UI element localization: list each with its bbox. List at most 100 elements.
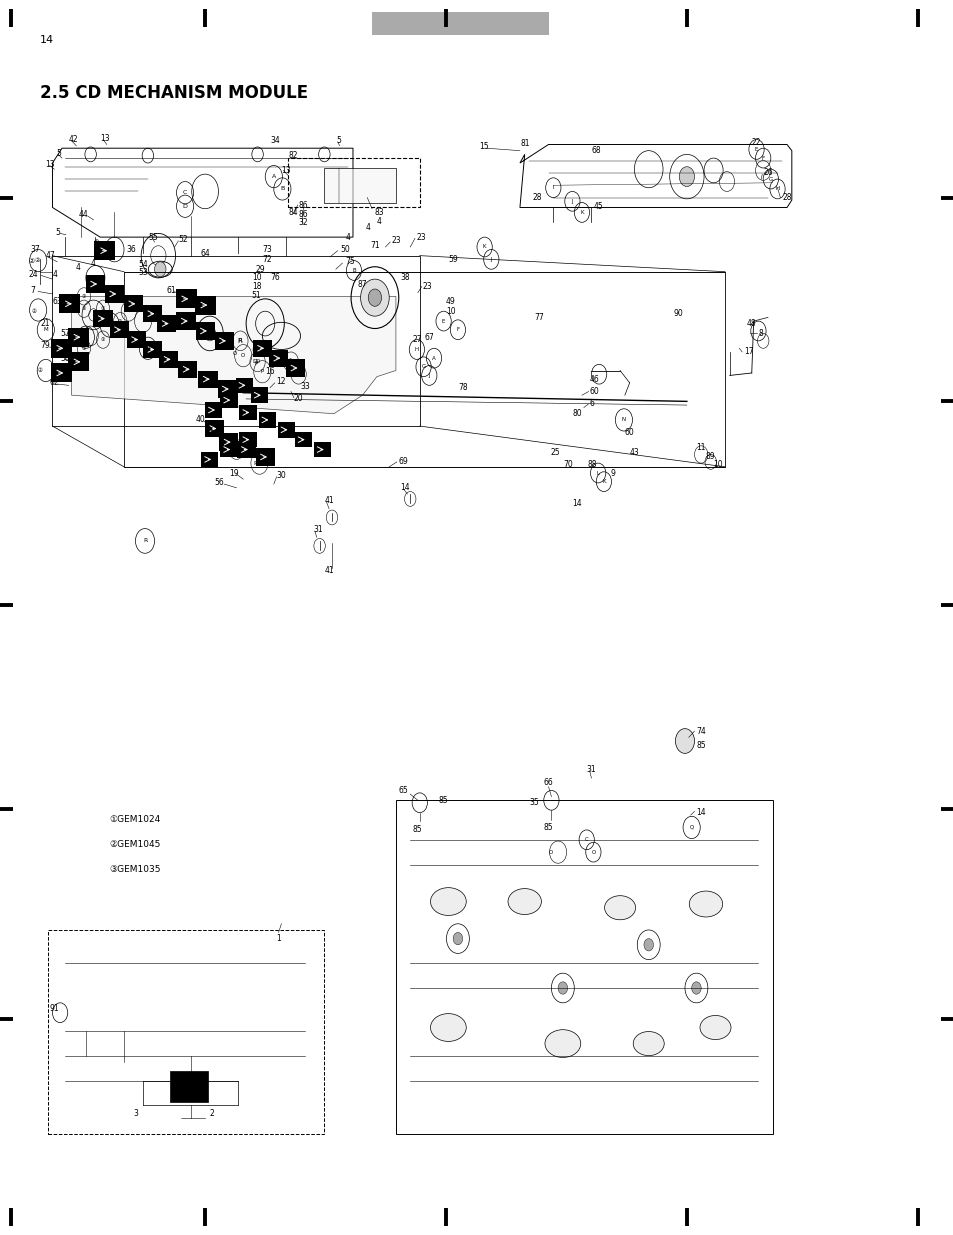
Bar <box>110 321 129 338</box>
Text: 42: 42 <box>69 135 78 144</box>
Circle shape <box>643 939 653 951</box>
Text: ③: ③ <box>295 372 300 377</box>
Text: 82: 82 <box>288 151 297 161</box>
Bar <box>178 361 197 378</box>
Text: 6: 6 <box>589 399 594 409</box>
Text: 73: 73 <box>262 245 272 254</box>
Ellipse shape <box>430 1014 466 1041</box>
Circle shape <box>675 729 694 753</box>
Text: 34: 34 <box>270 136 279 146</box>
Circle shape <box>691 982 700 994</box>
Text: 23: 23 <box>416 232 426 242</box>
Text: 5: 5 <box>336 136 341 146</box>
Text: 7: 7 <box>30 285 35 295</box>
Bar <box>258 412 275 427</box>
Text: F: F <box>760 156 764 161</box>
Text: 45: 45 <box>593 201 602 211</box>
Text: 57: 57 <box>60 329 70 338</box>
Bar <box>194 295 215 315</box>
Text: 13: 13 <box>45 159 54 169</box>
Bar <box>175 289 196 309</box>
Text: 49: 49 <box>445 296 455 306</box>
Text: P: P <box>260 369 264 374</box>
Text: 26: 26 <box>762 168 772 178</box>
Bar <box>220 393 237 408</box>
Text: L: L <box>596 471 599 475</box>
Text: I: I <box>94 275 96 280</box>
Text: 85: 85 <box>543 823 553 832</box>
Bar <box>124 295 143 312</box>
Text: 56: 56 <box>214 478 224 488</box>
Text: 16: 16 <box>265 367 274 377</box>
Text: 15: 15 <box>478 142 488 152</box>
Bar <box>214 332 233 350</box>
Text: I: I <box>552 185 554 190</box>
Ellipse shape <box>688 892 722 916</box>
Text: 40: 40 <box>195 415 205 425</box>
Text: 81: 81 <box>520 138 530 148</box>
Text: 78: 78 <box>457 383 467 393</box>
Text: 60: 60 <box>624 427 634 437</box>
Text: 19: 19 <box>229 468 238 478</box>
Text: M: M <box>44 327 48 332</box>
Text: O: O <box>591 850 595 855</box>
Text: 23: 23 <box>391 236 400 246</box>
Text: B: B <box>280 186 284 191</box>
Text: ①: ① <box>101 306 105 311</box>
Text: 28: 28 <box>781 193 791 203</box>
Bar <box>219 433 238 451</box>
Text: 87: 87 <box>357 279 367 289</box>
Bar <box>198 370 217 388</box>
Bar <box>51 363 71 383</box>
Text: ①: ① <box>118 319 122 324</box>
Text: O: O <box>241 353 245 358</box>
Text: H: H <box>415 347 418 352</box>
Bar <box>143 305 162 322</box>
Text: 43: 43 <box>629 447 639 457</box>
Text: J: J <box>571 199 573 204</box>
Text: 14: 14 <box>400 483 410 493</box>
Bar <box>52 256 419 426</box>
Text: ①: ① <box>93 240 99 245</box>
Bar <box>294 432 312 447</box>
Text: ③GEM1035: ③GEM1035 <box>110 864 161 873</box>
Text: 1: 1 <box>276 934 281 944</box>
Text: 10: 10 <box>446 306 456 316</box>
Text: 46: 46 <box>589 374 598 384</box>
Bar <box>59 294 80 314</box>
Text: 2: 2 <box>210 1109 214 1119</box>
Text: 86: 86 <box>298 200 308 210</box>
Polygon shape <box>71 296 395 414</box>
Text: 37: 37 <box>30 245 40 254</box>
Text: K: K <box>579 210 583 215</box>
Bar <box>288 158 419 207</box>
Text: 67: 67 <box>424 332 434 342</box>
Bar <box>176 312 195 330</box>
Text: 80: 80 <box>572 409 581 419</box>
Text: ①: ① <box>82 346 86 351</box>
Text: 13: 13 <box>281 165 291 175</box>
Circle shape <box>154 262 166 277</box>
Circle shape <box>368 289 381 306</box>
Text: ①: ① <box>252 348 257 353</box>
Text: 72: 72 <box>262 254 272 264</box>
Bar <box>251 388 268 403</box>
Bar <box>93 310 112 327</box>
Bar <box>48 930 324 1134</box>
Text: R: R <box>237 338 242 343</box>
Text: 25: 25 <box>550 447 559 457</box>
Text: A: A <box>272 174 275 179</box>
Text: D: D <box>255 359 259 364</box>
Text: 68: 68 <box>591 146 600 156</box>
Text: D: D <box>182 204 188 209</box>
Text: 21: 21 <box>40 319 50 329</box>
Text: 90: 90 <box>673 309 682 319</box>
Bar <box>127 331 146 348</box>
Text: 70: 70 <box>562 459 572 469</box>
Text: 65: 65 <box>398 785 408 795</box>
Text: 50: 50 <box>340 245 350 254</box>
Bar <box>51 338 71 358</box>
Bar <box>239 432 256 447</box>
Text: 10: 10 <box>252 273 261 283</box>
Text: A: A <box>432 356 436 361</box>
